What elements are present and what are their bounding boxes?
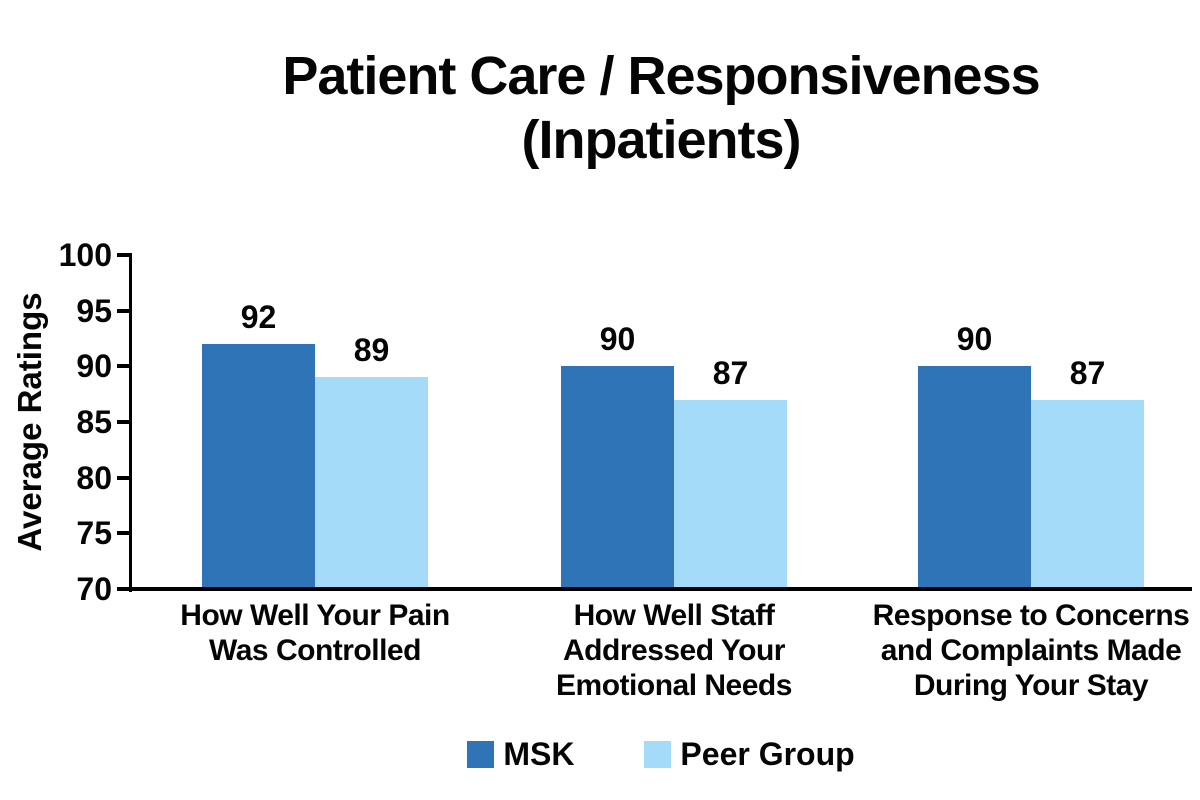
legend: MSK Peer Group <box>130 738 1192 770</box>
bar-value-label: 90 <box>956 321 993 358</box>
legend-item-msk: MSK <box>467 738 574 770</box>
legend-item-peer-group: Peer Group <box>644 736 855 772</box>
y-tick-label: 100 <box>58 237 112 273</box>
y-tick-label: 90 <box>76 348 112 385</box>
bar-msk <box>561 366 674 589</box>
legend-label: MSK <box>503 736 575 772</box>
bar-value-label: 87 <box>1069 354 1106 391</box>
bar-peer-group <box>315 377 428 589</box>
legend-label: Peer Group <box>680 736 855 772</box>
x-category-label: How Well Your Pain Was Controlled <box>180 599 450 667</box>
y-tick-mark <box>117 420 132 424</box>
bar-value-label: 89 <box>353 332 390 369</box>
y-tick-mark <box>117 253 132 257</box>
y-tick-mark <box>117 308 132 313</box>
x-axis-line <box>127 587 1192 591</box>
chart-title: Patient Care / Responsiveness (Inpatient… <box>282 46 1040 170</box>
y-tick-label: 75 <box>76 515 112 552</box>
bar-value-label: 87 <box>712 354 749 391</box>
bar-msk <box>202 344 315 589</box>
bar-value-label: 92 <box>240 299 277 336</box>
y-tick-mark <box>117 364 132 369</box>
y-tick-label: 80 <box>76 459 112 496</box>
x-category-label: How Well Staff Addressed Your Emotional … <box>556 599 792 702</box>
x-category-label: Response to Concerns and Complaints Made… <box>872 599 1190 702</box>
y-tick-mark <box>117 531 132 536</box>
bar-value-label: 90 <box>599 321 636 358</box>
y-tick-label: 70 <box>76 571 112 607</box>
y-tick-label: 95 <box>76 292 112 329</box>
legend-color-swatch <box>467 740 495 768</box>
legend-color-swatch <box>644 740 672 768</box>
bar-msk <box>918 366 1031 589</box>
y-tick-mark <box>117 475 132 480</box>
bar-peer-group <box>1031 399 1144 589</box>
bar-peer-group <box>674 399 787 589</box>
y-tick-label: 85 <box>76 404 112 440</box>
y-tick-mark <box>117 587 132 591</box>
